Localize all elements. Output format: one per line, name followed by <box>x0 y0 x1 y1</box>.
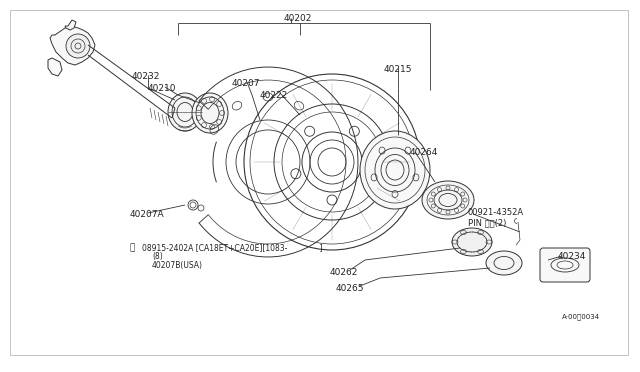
Text: 00921-4352A: 00921-4352A <box>468 208 524 217</box>
Text: PIN ピン(2): PIN ピン(2) <box>468 218 506 227</box>
Ellipse shape <box>422 181 474 219</box>
Text: 40207A: 40207A <box>130 210 164 219</box>
Text: 40210: 40210 <box>148 84 177 93</box>
Text: 40202: 40202 <box>284 14 312 23</box>
Ellipse shape <box>486 251 522 275</box>
Text: 40215: 40215 <box>384 65 413 74</box>
Ellipse shape <box>452 228 492 256</box>
Text: (8): (8) <box>152 252 163 261</box>
Polygon shape <box>48 58 62 76</box>
Polygon shape <box>65 20 76 30</box>
Ellipse shape <box>192 93 228 133</box>
Circle shape <box>66 34 90 58</box>
Text: ]: ] <box>310 243 323 252</box>
Ellipse shape <box>360 131 430 209</box>
Text: Ⓦ: Ⓦ <box>130 243 136 252</box>
Text: 40232: 40232 <box>132 72 161 81</box>
Text: 40207: 40207 <box>232 79 260 88</box>
Text: 08915-2402A [CA18ET+CA20E][1083-: 08915-2402A [CA18ET+CA20E][1083- <box>142 243 287 252</box>
Text: 40265: 40265 <box>336 284 365 293</box>
Text: 40207B(USA): 40207B(USA) <box>152 261 203 270</box>
Ellipse shape <box>168 93 202 131</box>
Text: 40222: 40222 <box>260 91 288 100</box>
Text: 40262: 40262 <box>330 268 358 277</box>
Text: 40264: 40264 <box>410 148 438 157</box>
Polygon shape <box>50 26 95 65</box>
Text: 40234: 40234 <box>558 252 586 261</box>
FancyBboxPatch shape <box>540 248 590 282</box>
Text: A·00＊0034: A·00＊0034 <box>562 313 600 320</box>
